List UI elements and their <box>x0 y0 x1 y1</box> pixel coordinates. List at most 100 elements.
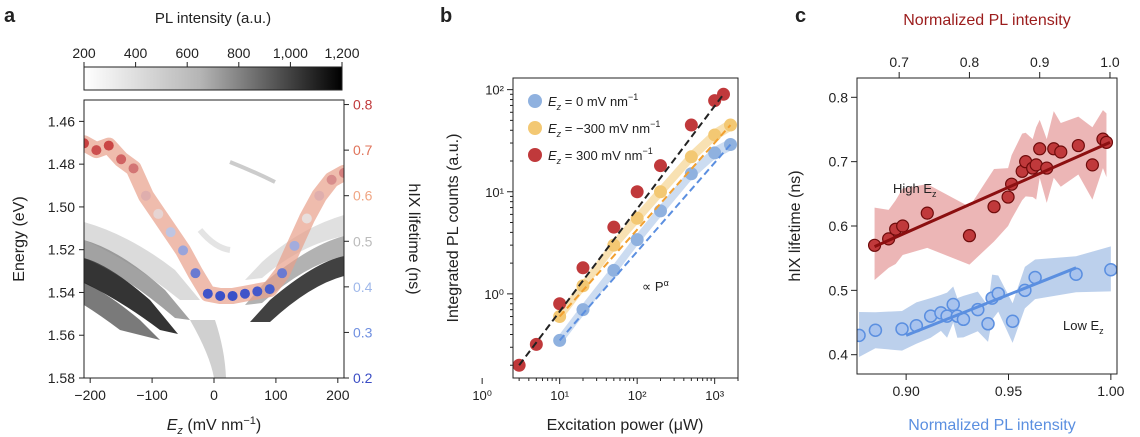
lifetime-point <box>326 174 337 185</box>
tick-label: 1.52 <box>48 242 75 258</box>
tick-label: 1.0 <box>1100 54 1120 70</box>
panel-a-x-label: Ez (mV nm−1) <box>167 415 262 437</box>
lifetime-point <box>277 268 288 279</box>
legend-entry-2: Ez = 300 mV nm−1 <box>548 146 653 166</box>
tick-label: 0.2 <box>353 370 373 386</box>
tick-label: −100 <box>136 387 168 403</box>
tick-label: 0.6 <box>829 218 849 234</box>
data-point-series-2 <box>653 159 667 173</box>
data-point-series-2 <box>607 220 621 234</box>
band-low-ez <box>859 246 1111 358</box>
tick-label: 800 <box>227 45 251 61</box>
lifetime-point <box>153 208 164 219</box>
panel-c-bottom-x-label: Normalized PL intensity <box>908 417 1075 434</box>
lifetime-point <box>314 190 325 201</box>
lifetime-point <box>301 213 312 224</box>
lifetime-point <box>202 288 213 299</box>
high-ez-label: High Ez <box>893 181 937 199</box>
lifetime-point <box>252 286 263 297</box>
tick-label: 0.5 <box>353 233 373 249</box>
panel-a-y2-label: hIX lifetime (ns) <box>405 183 422 294</box>
panel-b-fit-lines <box>518 93 732 366</box>
low-ez-point <box>895 322 909 336</box>
data-point-series-2 <box>576 261 590 275</box>
high-ez-point <box>1085 158 1100 172</box>
lifetime-point <box>339 167 344 178</box>
panel-c-top-x-label: Normalized PL intensity <box>903 12 1070 29</box>
fit-line-series-0 <box>558 143 732 342</box>
tick-label: 0.8 <box>353 97 373 113</box>
data-point-series-2 <box>529 337 543 351</box>
tick-label: 0.3 <box>353 324 373 340</box>
data-point-series-0 <box>630 233 644 247</box>
colorbar-label: PL intensity (a.u.) <box>155 10 271 27</box>
panel-a: a PL intensity (a.u.) 200 400 600 800 1,000 1… <box>4 5 422 437</box>
high-ez-fit-line <box>873 140 1111 248</box>
legend-entry-0: Ez = 0 mV nm−1 <box>548 92 638 112</box>
panel-c: c Normalized PL intensity 0.90 0.95 1.00 0… <box>787 5 1125 434</box>
tick-label: 0.7 <box>889 54 909 70</box>
data-point-series-1 <box>576 279 590 293</box>
panel-a-x-ticks: −200 −100 0 100 200 <box>74 378 350 403</box>
tick-label: 10⁰ <box>484 287 504 302</box>
high-ez-point <box>920 206 934 220</box>
tick-label: 200 <box>326 387 350 403</box>
data-point-series-0 <box>653 204 667 218</box>
data-point-series-2 <box>553 297 567 311</box>
tick-label: 10² <box>485 83 504 98</box>
data-point-series-1 <box>708 128 722 142</box>
data-point-series-1 <box>630 211 644 225</box>
tick-label: 0.8 <box>829 89 849 105</box>
data-point-series-0 <box>576 303 590 317</box>
tick-label: 600 <box>176 45 200 61</box>
high-ez-point <box>896 219 910 233</box>
lifetime-point <box>215 290 226 301</box>
legend-entry-1: Ez = −300 mV nm−1 <box>548 119 660 139</box>
lifetime-point <box>178 245 189 256</box>
panel-b-x-ticks: 10⁰ 10¹ 10² 10³ <box>472 378 739 403</box>
lifetime-point <box>190 268 201 279</box>
tick-label: 0 <box>210 387 218 403</box>
high-ez-point <box>987 200 1001 214</box>
panel-b-legend: Ez = 0 mV nm−1 Ez = −300 mV nm−1 Ez = 300 … <box>528 92 660 166</box>
panel-a-y-ticks: 1.46 1.48 1.50 1.52 1.54 1.56 1.58 <box>48 113 84 386</box>
tick-label: 1.56 <box>48 327 75 343</box>
panel-b-y-label: Integrated PL counts (a.u.) <box>445 134 462 323</box>
lifetime-point <box>227 290 238 301</box>
tick-label: 1.54 <box>48 284 75 300</box>
high-ez-point <box>1001 190 1015 204</box>
tick-label: 0.6 <box>353 188 373 204</box>
lifetime-point <box>289 240 300 251</box>
low-ez-fit-line <box>905 266 1077 337</box>
panel-b-letter: b <box>440 5 452 27</box>
legend-marker-2 <box>528 148 542 162</box>
high-ez-point <box>1071 138 1085 153</box>
legend-marker-1 <box>528 121 542 135</box>
tick-label: 0.7 <box>829 154 849 170</box>
lifetime-point <box>103 140 114 151</box>
tick-label: 1.46 <box>48 113 75 129</box>
tick-label: 10¹ <box>485 185 504 200</box>
panel-c-bottom-x-ticks: 0.90 0.95 1.00 <box>893 374 1125 399</box>
panel-b-points <box>513 87 737 372</box>
tick-label: 0.8 <box>960 54 980 70</box>
low-ez-point <box>868 323 883 337</box>
tick-label: 1.00 <box>1097 383 1124 399</box>
low-ez-point <box>1005 314 1020 328</box>
data-point-series-0 <box>684 167 698 181</box>
tick-label: 400 <box>124 45 148 61</box>
panel-c-fit-lines <box>873 140 1111 337</box>
tick-label: 0.9 <box>1030 54 1050 70</box>
panel-c-y-ticks: 0.8 0.7 0.6 0.5 0.4 <box>829 89 857 363</box>
lifetime-point <box>128 163 139 174</box>
tick-label: 1,000 <box>273 45 308 61</box>
tick-label: 100 <box>264 387 288 403</box>
low-ez-point <box>857 328 866 343</box>
colorbar <box>83 66 343 91</box>
tick-label: 0.95 <box>995 383 1022 399</box>
panel-c-top-x-ticks: 0.7 0.8 0.9 1.0 <box>889 54 1120 78</box>
fit-line-series-1 <box>558 124 732 318</box>
data-point-series-1 <box>607 238 621 252</box>
panel-a-y2-ticks: 0.8 0.7 0.6 0.5 0.4 0.3 0.2 <box>344 97 373 386</box>
